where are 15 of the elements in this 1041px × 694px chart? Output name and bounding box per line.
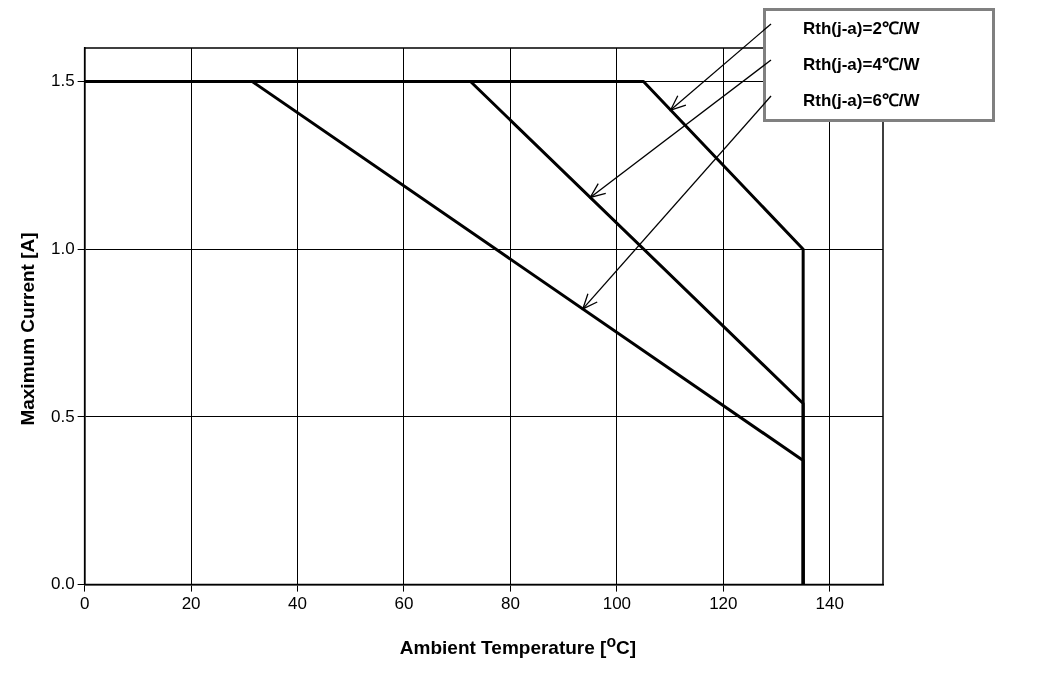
y-tick-label: 1.0 — [50, 238, 75, 258]
x-tick-label: 80 — [500, 594, 520, 614]
x-axis-title: Ambient Temperature [$^{o}$C] — [398, 633, 638, 660]
x-tick-label: 40 — [288, 594, 307, 614]
x-tick-label: 0 — [79, 594, 90, 614]
x-tick-label: 120 — [709, 594, 738, 614]
x-tick-label: 140 — [815, 594, 844, 614]
y-tick-label: 1.5 — [50, 71, 75, 91]
y-axis-title: Maximum Current [A] — [17, 231, 39, 428]
x-tick-label: 20 — [181, 594, 201, 614]
x-tick-label: 60 — [394, 594, 414, 614]
y-tick-label: 0.0 — [50, 574, 75, 594]
x-tick-label: 100 — [602, 594, 632, 614]
y-tick-label: 0.5 — [50, 406, 75, 426]
legend-box: Rth(j-a)=2℃/W Rth(j-a)=4℃/W Rth(j-a)=6℃/W — [763, 8, 995, 122]
